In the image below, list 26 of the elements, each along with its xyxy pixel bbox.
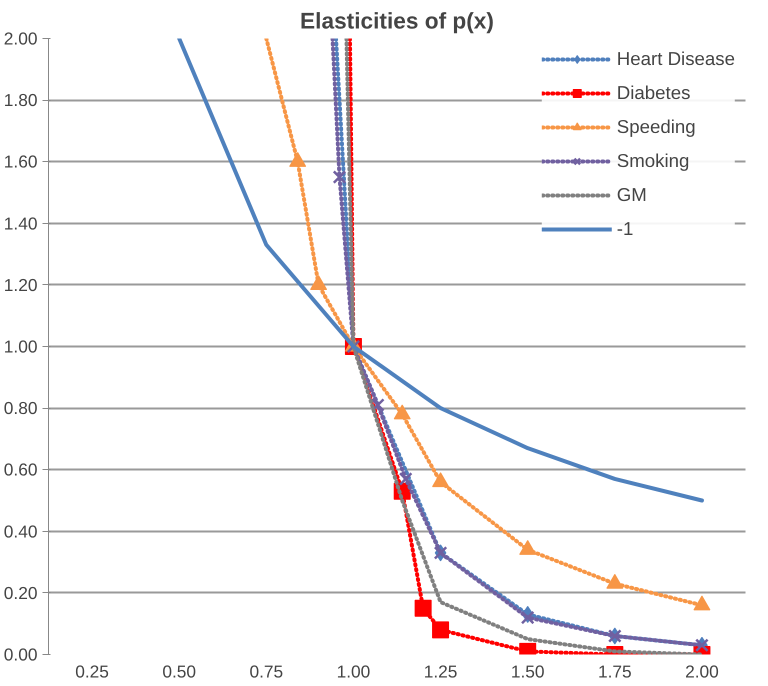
legend-label: -1 <box>616 218 634 240</box>
y-tick-label: 1.40 <box>4 213 38 234</box>
y-tick-label: 1.00 <box>4 336 38 356</box>
y-tick-label: 1.80 <box>4 90 38 110</box>
y-tick-label: 1.60 <box>4 152 38 172</box>
y-tick-label: 0.00 <box>4 644 38 664</box>
legend-label: Heart Disease <box>616 48 735 70</box>
x-tick-label: 1.75 <box>598 662 632 682</box>
legend-label: GM <box>616 184 647 206</box>
x-tick-label: 2.00 <box>685 662 719 682</box>
x-tick-label: 1.25 <box>424 662 458 682</box>
legend-label: Diabetes <box>616 82 690 104</box>
legend-label: Smoking <box>616 150 690 172</box>
x-tick-label: 1.00 <box>336 662 370 682</box>
chart-title: Elasticities of p(x) <box>300 8 494 34</box>
x-tick-label: 1.50 <box>510 662 545 682</box>
x-tick-label: 0.25 <box>75 662 109 682</box>
x-tick-label: 0.75 <box>249 662 284 682</box>
y-tick-label: 1.20 <box>4 274 38 295</box>
y-tick-label: 0.40 <box>4 521 38 542</box>
y-tick-label: 0.20 <box>4 582 38 603</box>
y-tick-label: 0.60 <box>4 460 38 480</box>
x-tick-label: 0.50 <box>162 662 196 682</box>
legend-label: Speeding <box>616 116 696 138</box>
y-tick-label: 2.00 <box>4 28 38 48</box>
y-tick-label: 0.80 <box>4 398 38 418</box>
